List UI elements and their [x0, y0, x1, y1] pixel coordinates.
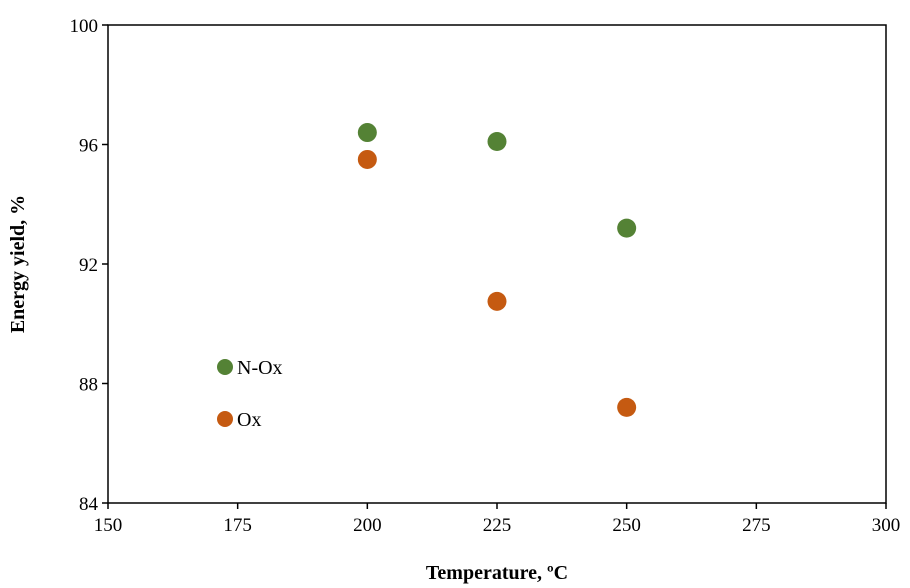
x-tick-label: 275: [742, 515, 771, 536]
legend: N-Ox Ox: [217, 357, 283, 431]
x-tick-label: 200: [353, 515, 382, 536]
y-axis-title: Energy yield, %: [7, 195, 29, 333]
legend-label-n-ox: N-Ox: [237, 357, 283, 379]
x-tick-label: 175: [223, 515, 252, 536]
data-point-n-ox: [617, 218, 637, 238]
data-points: [357, 123, 637, 417]
legend-marker-ox: [217, 411, 233, 427]
legend-label-ox: Ox: [237, 409, 261, 431]
plot-area: [107, 24, 887, 504]
y-tick-label: 84: [79, 494, 99, 515]
y-tick-label: 100: [70, 16, 99, 37]
legend-marker-n-ox: [217, 359, 233, 375]
x-tick-label: 300: [872, 515, 901, 536]
x-tick-label: 250: [612, 515, 641, 536]
y-tick-label: 96: [79, 136, 98, 157]
x-tick-label: 150: [94, 515, 123, 536]
data-point-n-ox: [487, 132, 507, 152]
y-tick-label: 88: [79, 375, 98, 396]
x-axis-ticks: 150 175 200 225 250 275 300: [94, 503, 901, 536]
x-tick-label: 225: [483, 515, 512, 536]
data-point-ox: [617, 397, 637, 417]
y-tick-label: 92: [79, 255, 98, 276]
data-point-ox: [487, 291, 507, 311]
data-point-ox: [357, 149, 377, 169]
data-point-n-ox: [357, 123, 377, 143]
y-axis-ticks: 84 88 92 96 100: [70, 16, 108, 515]
x-axis-title: Temperature, ºC: [426, 562, 568, 584]
